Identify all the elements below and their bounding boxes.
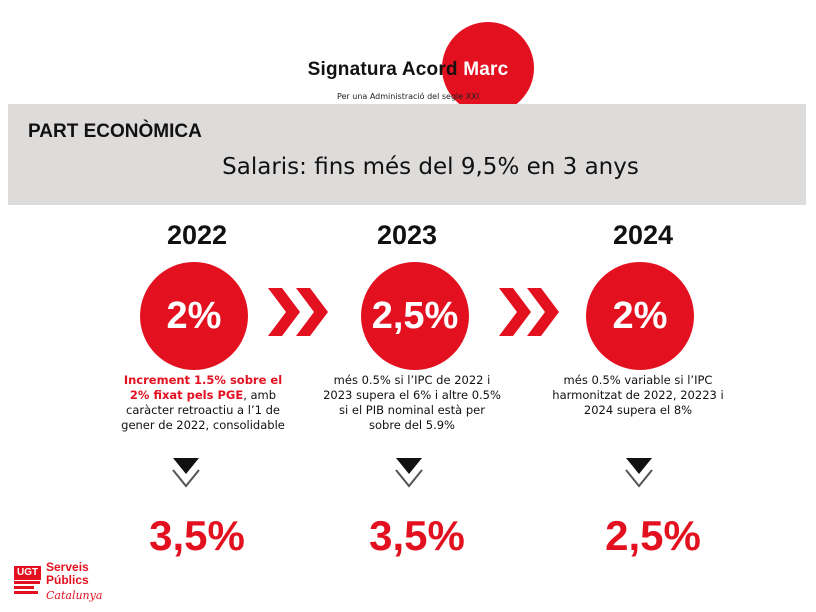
description-text-2024: més 0.5% variable si l’IPC harmonitzat d… [552,373,724,417]
double-chevron-down-icon [625,458,653,488]
subtitle-row: Per una Administració del segle XXI [0,84,816,103]
logo-stripes-icon [14,581,40,594]
double-chevron-down-icon [395,458,423,488]
logo-text-line2: Públics [46,573,89,587]
percent-2024: 2% [612,294,668,337]
percent-2022: 2% [166,294,222,337]
ugt-logo-badge: UGT [14,566,42,580]
year-2024: 2024 [612,220,674,250]
double-chevron-right-icon [268,288,328,336]
logo-text-line3: Catalunya [46,589,103,602]
logo-text-line1: Serveis [46,560,89,574]
section-label: PART ECONÒMICA [28,121,202,142]
section-band [8,104,806,205]
page-title: Signatura Acord Marc [308,59,509,80]
percent-circle-2024: 2% [586,262,694,370]
result-2022: 3,5% [149,512,245,559]
percent-circle-2023: 2,5% [361,262,469,370]
percent-2023: 2,5% [371,294,459,337]
description-text-2022: , amb caràcter retroactiu a l’1 de gener… [121,388,285,432]
title-accent: Marc [463,59,509,80]
description-highlight-2022: Increment 1.5% sobre el 2% fixat pels PG… [123,373,283,402]
description-text-2023: més 0.5% si l’IPC de 2022 i 2023 supera … [323,373,501,432]
result-2024: 2,5% [605,512,701,559]
percent-circle-2022: 2% [140,262,248,370]
result-2023: 3,5% [369,512,465,559]
double-chevron-down-icon [172,458,200,488]
year-2022: 2022 [166,220,228,250]
description-2023: més 0.5% si l’IPC de 2022 i 2023 supera … [322,373,502,433]
description-2022: Increment 1.5% sobre el 2% fixat pels PG… [113,373,293,433]
description-2024: més 0.5% variable si l’IPC harmonitzat d… [548,373,728,418]
title-row: Signatura Acord Marc [0,59,816,81]
double-chevron-right-icon [499,288,559,336]
title-main: Signatura Acord [307,59,458,80]
band-headline: Salaris: fins més del 9,5% en 3 anys [222,154,639,180]
header-red-circle [442,22,534,114]
year-2023: 2023 [376,220,438,250]
page-subtitle: Per una Administració del segle XXI [336,92,480,101]
